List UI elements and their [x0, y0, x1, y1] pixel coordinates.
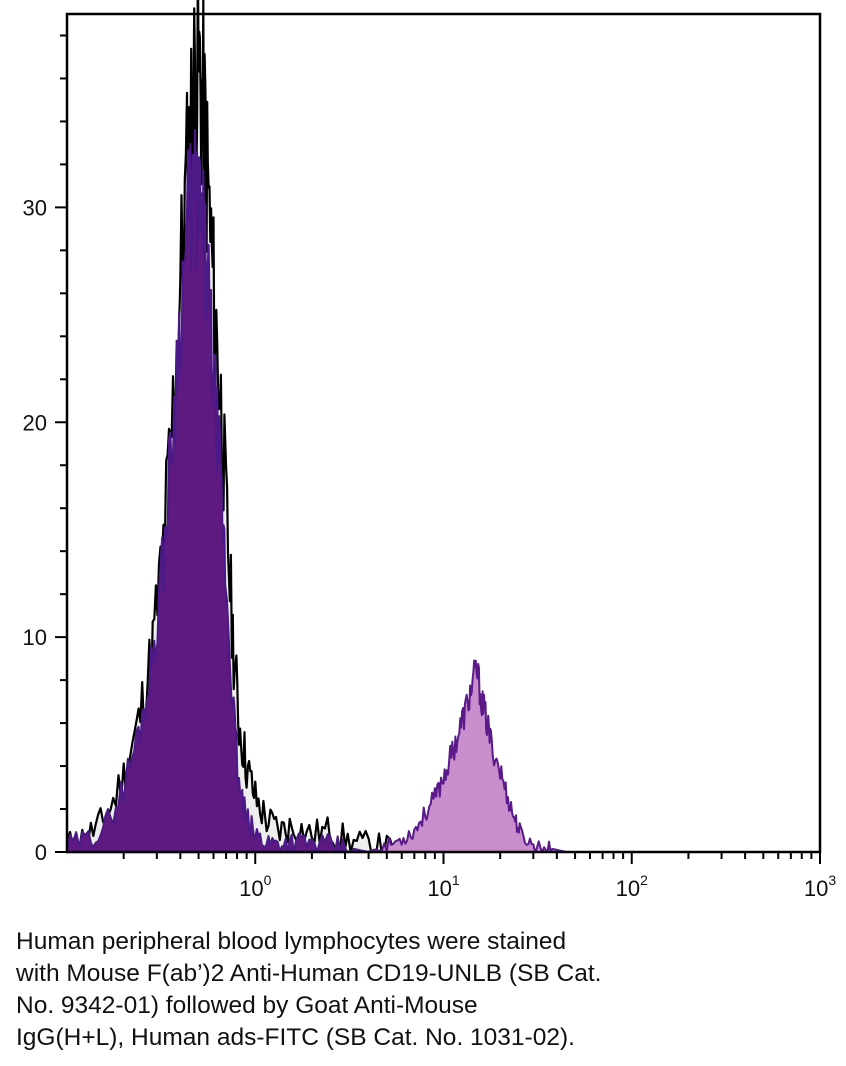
- caption-line: with Mouse F(ab’)2 Anti-Human CD19-UNLB …: [16, 960, 602, 987]
- caption-line: IgG(H+L), Human ads-FITC (SB Cat. No. 10…: [16, 1024, 575, 1051]
- y-tick-label: 0: [35, 840, 47, 865]
- histogram-chart: 0 10 20 30 100 101 102 103: [23, 0, 837, 900]
- y-tick-label: 10: [23, 625, 47, 650]
- series-purple-filled: [66, 128, 370, 853]
- tick-labels: 0 10 20 30 100 101 102 103: [23, 195, 837, 900]
- x-tick-label: 100: [239, 872, 271, 900]
- ticks-layer: [55, 34, 821, 864]
- series-black-outline: [65, 0, 410, 854]
- series-pink-filled: [367, 659, 568, 853]
- x-tick-label: 101: [427, 872, 459, 900]
- x-tick-label: 103: [804, 872, 836, 900]
- caption-line: No. 9342-01) followed by Goat Anti-Mouse: [16, 992, 478, 1019]
- series-layer: [65, 0, 568, 854]
- caption-line: Human peripheral blood lymphocytes were …: [16, 928, 567, 955]
- figure-caption: Human peripheral blood lymphocytes were …: [16, 926, 816, 1054]
- x-tick-label: 102: [616, 872, 648, 900]
- y-tick-label: 30: [23, 195, 47, 220]
- y-tick-label: 20: [23, 410, 47, 435]
